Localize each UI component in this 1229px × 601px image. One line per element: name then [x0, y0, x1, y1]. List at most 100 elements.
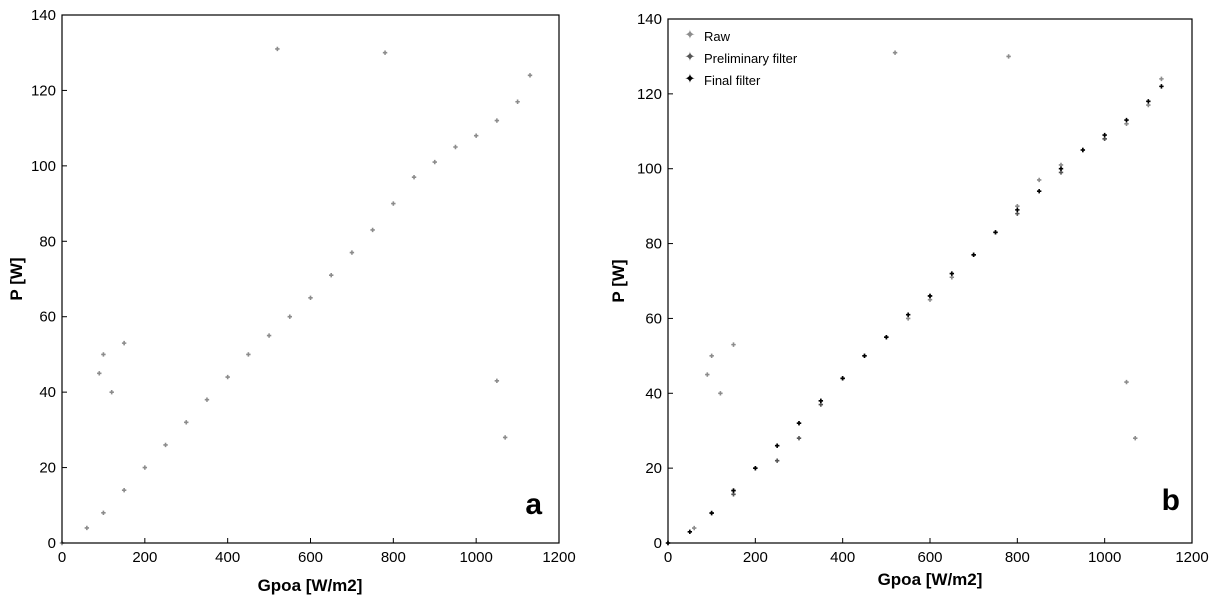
data-point-series-a: [494, 378, 500, 384]
x-tick-label-b: 1200: [1175, 549, 1208, 566]
data-point-final-filter-b: [687, 529, 693, 534]
data-point-final-filter-b: [884, 334, 889, 340]
legend-item-raw: ✦ Raw: [685, 27, 731, 44]
x-ticks-a: 0 200 400 600 800 1000 1200: [58, 538, 576, 566]
data-point-series-a: [225, 374, 230, 380]
data-point-raw-b: [1159, 76, 1164, 82]
x-tick-label-b: 0: [664, 549, 672, 566]
data-point-final-filter-b: [927, 293, 933, 299]
data-point-raw-b: [709, 353, 714, 359]
panel-letter-a: a: [525, 488, 542, 521]
x-tick-label-a: 400: [215, 549, 240, 566]
y-tick-label-b: 140: [637, 11, 662, 28]
points-panel-b: [665, 50, 1164, 546]
data-point-series-a: [370, 227, 375, 233]
data-point-raw-b: [1036, 177, 1042, 183]
data-point-final-filter-b: [1146, 99, 1151, 104]
x-tick-label-a: 600: [298, 549, 323, 566]
data-point-series-a: [349, 250, 355, 255]
data-point-series-a: [142, 465, 148, 470]
data-point-series-a: [494, 118, 500, 123]
data-point-series-a: [308, 295, 313, 301]
data-point-raw-b: [1146, 102, 1151, 108]
y-tick-label-b: 80: [645, 236, 662, 253]
data-point-series-a: [84, 525, 90, 531]
data-point-final-filter-b: [753, 465, 758, 471]
data-point-series-a: [97, 371, 102, 376]
y-tick-label-a: 120: [31, 82, 56, 99]
legend-item-preliminary-filter: ✦ Preliminary filter: [685, 49, 798, 66]
data-point-final-filter-b: [1058, 166, 1064, 171]
data-point-raw-b: [1124, 379, 1129, 385]
data-point-final-filter-b: [993, 230, 998, 235]
data-point-series-a: [329, 273, 334, 278]
data-point-series-a: [287, 314, 292, 319]
y-tick-label-a: 100: [31, 158, 56, 175]
data-point-preliminary-filter-b: [796, 436, 802, 441]
x-axis-label-a: Gpoa [W/m2]: [258, 576, 363, 595]
data-point-final-filter-b: [731, 488, 736, 493]
data-point-final-filter-b: [1080, 147, 1086, 153]
points-panel-a: [59, 46, 533, 546]
data-point-final-filter-b: [949, 271, 955, 276]
data-point-final-filter-b: [1015, 207, 1020, 213]
x-ticks-b: 0 200 400 600 800 1000 1200: [664, 538, 1209, 566]
x-tick-label-b: 800: [1005, 549, 1030, 566]
data-point-raw-b: [1015, 203, 1020, 209]
x-axis-label-b: Gpoa [W/m2]: [878, 570, 983, 589]
data-point-series-a: [109, 389, 114, 395]
data-point-preliminary-filter-b: [774, 458, 780, 463]
data-point-raw-b: [692, 525, 697, 531]
data-point-series-a: [121, 340, 127, 346]
data-point-series-a: [432, 159, 437, 165]
y-tick-label-a: 0: [48, 535, 56, 552]
data-point-preliminary-filter-b: [1058, 170, 1064, 175]
y-tick-label-a: 20: [39, 460, 56, 477]
data-point-final-filter-b: [971, 252, 976, 257]
data-point-series-a: [411, 174, 417, 180]
data-point-series-a: [382, 50, 388, 55]
legend-label-raw: Raw: [704, 29, 731, 44]
legend-marker-preliminary-filter: ✦: [685, 49, 696, 64]
data-point-final-filter-b: [796, 421, 802, 426]
data-point-raw-b: [927, 297, 933, 302]
data-point-preliminary-filter-b: [1015, 211, 1020, 216]
data-point-series-a: [121, 488, 127, 493]
data-point-series-a: [101, 510, 106, 516]
data-point-final-filter-b: [1102, 132, 1107, 138]
data-point-final-filter-b: [905, 312, 911, 317]
data-point-series-a: [101, 352, 106, 357]
scatter-panel-b: 0 200 400 600 800 1000 1200 0 20 40 60 80 100 120 140…: [609, 11, 1209, 589]
data-point-final-filter-b: [818, 398, 824, 403]
y-tick-label-a: 80: [39, 233, 56, 250]
data-point-final-filter-b: [709, 510, 714, 516]
y-tick-label-a: 40: [39, 384, 56, 401]
y-tick-label-a: 60: [39, 309, 56, 326]
data-point-series-a: [453, 144, 458, 150]
data-point-series-a: [163, 442, 168, 448]
data-point-final-filter-b: [1036, 188, 1042, 194]
y-axis-label-b: P [W]: [609, 259, 628, 302]
data-point-series-a: [184, 420, 189, 425]
y-axis-label-a: P [W]: [7, 257, 26, 300]
x-tick-label-b: 400: [830, 549, 855, 566]
x-tick-label-a: 200: [132, 549, 157, 566]
data-point-final-filter-b: [862, 353, 867, 359]
x-tick-label-a: 800: [381, 549, 406, 566]
data-point-preliminary-filter-b: [731, 492, 736, 497]
x-tick-label-b: 600: [917, 549, 942, 566]
data-point-series-a: [246, 352, 251, 357]
x-tick-label-b: 1000: [1088, 549, 1121, 566]
y-tick-label-b: 20: [645, 460, 662, 477]
data-point-raw-b: [949, 275, 955, 280]
legend-marker-final-filter: ✦: [685, 71, 696, 86]
x-tick-label-a: 0: [58, 549, 66, 566]
y-tick-label-b: 120: [637, 86, 662, 103]
data-point-preliminary-filter-b: [818, 402, 824, 407]
x-tick-label-b: 200: [743, 549, 768, 566]
data-point-raw-b: [1006, 54, 1011, 59]
data-point-series-a: [473, 133, 479, 138]
legend-label-preliminary-filter: Preliminary filter: [704, 51, 798, 66]
data-point-series-a: [502, 435, 508, 440]
